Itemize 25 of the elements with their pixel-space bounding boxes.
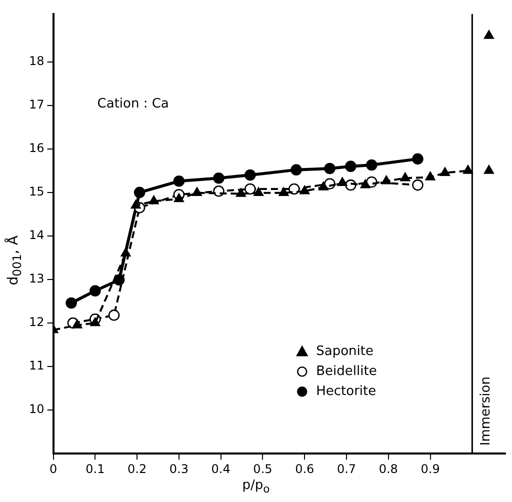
y-tick-label: 18 [28,54,44,68]
ref-line-label: Immersion [478,376,494,446]
y-tick-label: 10 [28,402,44,416]
legend-label: Saponite [316,344,374,359]
x-tick-label: 0.7 [336,462,356,476]
y-tick-label: 12 [28,315,44,330]
y-tick-label: 13 [28,272,44,286]
x-tick-label: 0.9 [420,462,440,476]
y-tick-label: 15 [28,184,44,199]
legend-label: Hectorite [316,384,376,399]
x-tick-label: 0.1 [86,462,105,476]
x-tick-label: 0.6 [295,462,314,476]
y-tick-label: 11 [28,358,44,373]
x-tick-label: 0.8 [378,462,398,476]
x-tick-label: 0.3 [169,462,188,476]
x-tick-label: 0 [49,462,58,476]
x-tick-label: 0.4 [211,462,230,476]
annotation: Cation : Ca [97,96,169,112]
x-tick-label: 0.5 [253,462,272,476]
legend-label: Beidellite [316,364,377,379]
y-tick-label: 14 [28,228,44,242]
x-tick-label: 0.2 [128,462,147,476]
x-axis-title: p/p$_{o}$ [242,478,270,496]
y-tick-label: 17 [28,98,44,112]
y-tick-label: 16 [28,141,44,156]
